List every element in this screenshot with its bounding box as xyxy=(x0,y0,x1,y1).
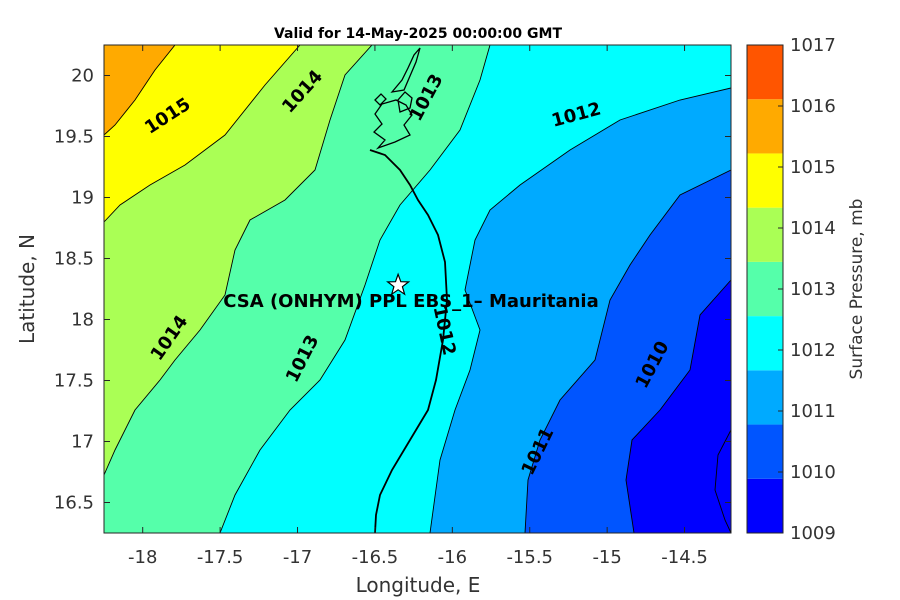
plot-frame xyxy=(103,44,732,534)
y-axis-title: Latitude, N xyxy=(15,234,39,344)
colorbar-segment xyxy=(747,370,783,425)
x-tick-label: -16 xyxy=(438,547,467,568)
x-tick-label: -17 xyxy=(283,547,312,568)
colorbar-segment xyxy=(747,261,783,317)
y-tick-label: 20 xyxy=(71,66,94,87)
colorbar-title: Surface Pressure, mb xyxy=(847,199,867,380)
contour-lines xyxy=(104,45,731,533)
y-tick-label: 17.5 xyxy=(54,371,94,392)
colorbar-tick-label: 1013 xyxy=(790,279,836,300)
chart-title: Valid for 14-May-2025 00:00:00 GMT xyxy=(274,26,562,42)
isobar-1014 xyxy=(104,45,373,476)
isobar-1012 xyxy=(429,87,731,533)
colorbar-tick-label: 1011 xyxy=(790,401,836,422)
colorbar-segment xyxy=(747,424,783,479)
x-axis: -18 -17.5 -17 -16.5 -16 -15.5 -15 -14.5 xyxy=(128,45,708,568)
y-tick-label: 17 xyxy=(71,432,94,453)
colorbar-tick-label: 1015 xyxy=(790,157,836,178)
isobar-1016 xyxy=(104,45,176,136)
colorbar-segment xyxy=(747,153,783,208)
star-icon xyxy=(386,272,411,296)
isobar-1013 xyxy=(219,45,491,533)
isobar-1010 xyxy=(625,279,731,533)
isobar-1011 xyxy=(524,169,731,533)
band-1016-1017 xyxy=(104,45,175,135)
y-tick-label: 19.5 xyxy=(54,127,94,148)
y-tick-label: 16.5 xyxy=(54,493,94,514)
isobar-1015 xyxy=(104,45,301,223)
colorbar-segment xyxy=(747,45,783,100)
coastline xyxy=(369,47,448,533)
colorbar-tick-label: 1010 xyxy=(790,462,836,483)
colorbar-segment xyxy=(747,207,783,262)
colorbar-tick-label: 1014 xyxy=(790,218,836,239)
x-tick-label: -16.5 xyxy=(352,547,399,568)
x-tick-label: -18 xyxy=(128,547,157,568)
station-label: CSA (ONHYM) PPL EBS_1– Mauritania xyxy=(223,291,599,312)
colorbar-tick-label: 1016 xyxy=(790,96,836,117)
colorbar-tick-label: 1012 xyxy=(790,340,836,361)
contour-fill-layer xyxy=(104,45,731,533)
band-1015-1016 xyxy=(104,45,300,222)
y-tick-label: 18 xyxy=(71,310,94,331)
x-tick-label: -15 xyxy=(592,547,621,568)
isobar-1009 xyxy=(714,429,731,533)
colorbar-tick-label: 1009 xyxy=(790,523,836,544)
y-axis: 16.5 17 17.5 18 18.5 19 19.5 20 xyxy=(54,66,731,514)
coastline-main xyxy=(369,149,448,533)
colorbar-tick-label: 1017 xyxy=(790,35,836,56)
coastline-islands xyxy=(373,47,421,150)
colorbar-segment xyxy=(747,478,783,533)
x-tick-label: -17.5 xyxy=(197,547,244,568)
y-tick-label: 19 xyxy=(71,188,94,209)
x-tick-label: -15.5 xyxy=(506,547,553,568)
colorbar-segment xyxy=(747,99,783,154)
colorbar: 1009 1010 1011 1012 1013 1014 1015 1016 1017 xyxy=(746,35,836,544)
colorbar-segment xyxy=(747,316,783,371)
y-tick-label: 18.5 xyxy=(54,249,94,270)
x-axis-title: Longitude, E xyxy=(356,573,481,597)
x-tick-label: -14.5 xyxy=(661,547,708,568)
